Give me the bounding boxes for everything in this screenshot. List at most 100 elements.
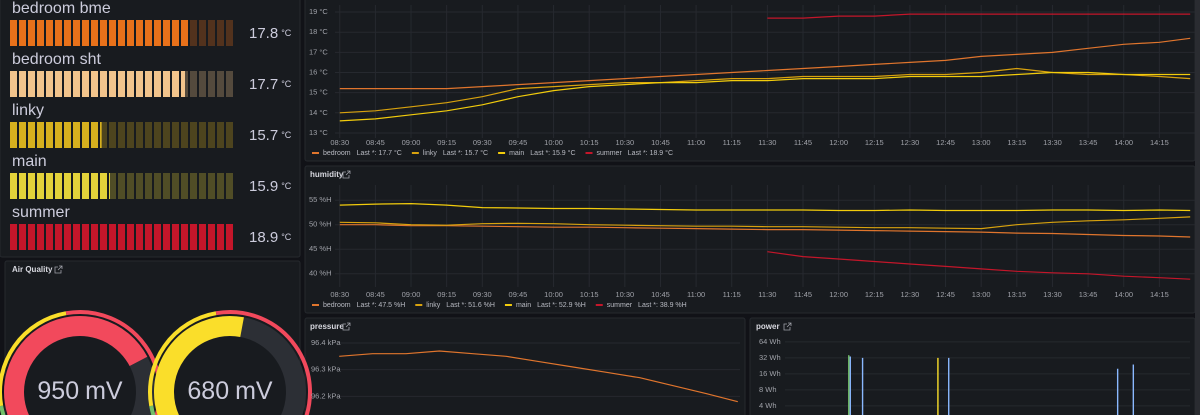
gauge-label: linky [12,102,44,119]
x-tick-label: 09:30 [473,138,492,147]
unit: mV [85,377,123,405]
x-tick-label: 13:45 [1079,138,1098,147]
x-tick-label: 13:00 [972,290,991,299]
legend-stat: Last *: 15.9 °C [530,149,575,157]
gauge-value [154,316,244,415]
bar-value: 17.7 °C [249,76,292,93]
pressure-panel [304,317,746,415]
value: 680 [187,377,229,405]
x-tick-label: 09:00 [402,138,421,147]
unit: mV [235,377,273,405]
x-tick-label: 14:15 [1150,290,1169,299]
y-tick-label: 13 °C [309,128,328,137]
legend-stat: Last *: 17.7 °C [357,149,402,157]
threshold-band [215,310,312,415]
x-tick-label: 08:45 [366,290,385,299]
series-line [767,13,1191,19]
unit: °C [281,28,292,38]
gauge-label: bedroom bme [12,0,111,17]
bar-value: 15.7 °C [249,127,292,144]
y-tick-label: 19 °C [309,7,328,16]
unit: °C [281,130,292,140]
x-tick-label: 10:15 [580,290,599,299]
legend-name: summer [597,150,623,157]
x-tick-label: 13:30 [1043,290,1062,299]
x-tick-label: 08:45 [366,138,385,147]
panel-title: Air Quality [12,265,53,274]
value: 18.9 [249,229,278,246]
y-tick-label: 17 °C [309,47,328,56]
x-tick-label: 12:15 [865,138,884,147]
series-line [339,71,1191,122]
series-line [339,37,1191,90]
link-icons[interactable] [54,170,792,331]
legend-name: summer [607,302,633,309]
x-tick-label: 09:00 [402,290,421,299]
y-tick-label: 40 %H [309,269,332,278]
x-tick-label: 08:30 [330,290,349,299]
value: 17.8 [249,25,278,42]
legend-stat: Last *: 51.6 %H [446,302,495,309]
value: 17.7 [249,76,278,93]
series-line [339,216,1191,230]
x-tick-label: 13:00 [972,138,991,147]
x-tick-label: 10:45 [651,138,670,147]
threshold-band [0,311,67,407]
led-gaps [10,122,235,148]
gauge-label: main [12,153,47,170]
scrollbar[interactable] [1195,0,1200,415]
x-tick-label: 11:00 [687,290,705,299]
x-tick-label: 12:30 [901,290,920,299]
x-tick-label: 13:15 [1007,290,1026,299]
y-tick-label: 16 Wh [759,369,781,378]
x-tick-label: 10:15 [580,138,599,147]
threshold-band [149,405,156,415]
legend-name: main [516,302,531,309]
bar-value: 18.9 °C [249,229,292,246]
y-tick-label: 18 °C [309,27,328,36]
y-tick-label: 96.3 kPa [311,365,341,374]
x-tick-label: 12:45 [936,290,955,299]
legend-name: main [509,150,524,157]
legend-stat: Last *: 18.9 °C [628,149,673,157]
x-tick-label: 11:45 [794,290,812,299]
legend-stat: Last *: 38.9 %H [638,302,687,309]
value: 15.9 [249,178,278,195]
x-tick-label: 12:00 [829,290,848,299]
legend-name: linky [426,302,441,309]
gauge-text: 950 mV [37,377,123,405]
x-tick-label: 14:15 [1150,138,1169,147]
legend-name: bedroom [323,150,351,157]
y-tick-label: 50 %H [309,220,332,229]
bar-value: 17.8 °C [249,25,292,42]
series-line [339,350,738,403]
x-tick-label: 10:30 [615,290,634,299]
power-panel [749,317,1196,415]
x-tick-label: 11:00 [687,138,705,147]
led-gaps [10,71,235,97]
y-tick-label: 32 Wh [759,353,781,362]
x-tick-label: 13:15 [1007,138,1026,147]
series-line [339,224,1191,238]
x-tick-label: 13:30 [1043,138,1062,147]
panel-title: humidity [310,170,344,179]
y-tick-label: 96.4 kPa [311,338,341,347]
x-tick-label: 10:00 [544,138,563,147]
y-tick-label: 15 °C [309,88,328,97]
legend-stat: Last *: 47.5 %H [357,302,406,309]
legend-stat: Last *: 15.7 °C [443,149,488,157]
y-tick-label: 16 °C [309,67,328,76]
x-tick-label: 10:00 [544,290,563,299]
x-tick-label: 12:45 [936,138,955,147]
gauge-text: 680 mV [187,377,273,405]
x-tick-label: 14:00 [1114,138,1133,147]
x-tick-label: 12:00 [829,138,848,147]
gauge-label: summer [12,204,70,221]
x-tick-label: 09:30 [473,290,492,299]
y-tick-label: 8 Wh [759,385,777,394]
unit: °C [281,79,292,89]
panel-title: pressure [310,322,344,331]
x-tick-label: 09:15 [437,290,456,299]
gauge-label: bedroom sht [12,51,101,68]
value: 15.7 [249,127,278,144]
